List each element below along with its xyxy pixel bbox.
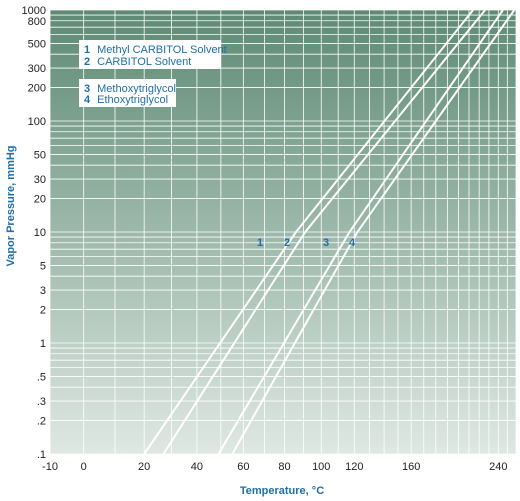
y-tick-label: .3	[37, 396, 46, 408]
x-tick-label: 80	[278, 461, 290, 473]
legend: 1 Methyl CARBITOL Solvent 2 CARBITOL Sol…	[79, 40, 227, 107]
x-tick-label: 120	[345, 461, 363, 473]
y-tick-label: 500	[28, 38, 46, 50]
legend-label-2: CARBITOL Solvent	[97, 56, 191, 68]
x-axis-title: Temperature, °C	[240, 485, 324, 497]
legend-num-1: 1	[84, 44, 90, 56]
curve-label-4: 4	[349, 237, 356, 249]
curve-label-3: 3	[323, 237, 329, 249]
legend-box-2	[79, 79, 176, 107]
legend-label-1: Methyl CARBITOL Solvent	[97, 44, 227, 56]
curve-label-1: 1	[257, 237, 263, 249]
x-tick-label: -10	[42, 461, 58, 473]
x-tick-labels: -10 0 20 40 60 80 100 120 160 240	[42, 461, 507, 473]
curves	[143, 10, 516, 454]
x-tick-label: 240	[489, 461, 507, 473]
series-line-1	[143, 10, 474, 454]
legend-num-2: 2	[84, 56, 90, 68]
y-tick-label: 300	[28, 63, 46, 75]
legend-entry-4: 4 Ethoxytriglycol	[84, 90, 168, 107]
x-tick-label: 100	[312, 461, 330, 473]
y-tick-label: .5	[37, 371, 46, 383]
legend-entry-1: 1 Methyl CARBITOL Solvent	[84, 40, 227, 57]
x-tick-label: 160	[402, 461, 420, 473]
y-tick-label: 5	[40, 260, 46, 272]
y-tick-label: 1	[40, 338, 46, 350]
y-tick-label: 2	[40, 305, 46, 317]
y-tick-label: 50	[34, 149, 46, 161]
series-line-4	[231, 10, 516, 454]
y-tick-label: .2	[37, 416, 46, 428]
legend-entry-3: 3 Methoxytriglycol	[84, 79, 176, 96]
legend-num-4: 4	[84, 94, 91, 106]
y-tick-label: 800	[28, 16, 46, 28]
x-tick-label: 40	[191, 461, 203, 473]
series-line-3	[217, 10, 504, 454]
series-line-2	[162, 10, 486, 454]
curve-label-2: 2	[284, 237, 290, 249]
y-tick-label: 1000	[22, 5, 46, 17]
x-tick-label: 20	[138, 461, 150, 473]
y-tick-label: 30	[34, 174, 46, 186]
y-tick-label: 200	[28, 83, 46, 95]
legend-box-1	[79, 40, 221, 69]
legend-label-4: Ethoxytriglycol	[97, 94, 168, 106]
y-tick-label: 10	[34, 227, 46, 239]
x-tick-label: 0	[81, 461, 87, 473]
legend-entry-2: 2 CARBITOL Solvent	[84, 52, 191, 69]
x-tick-label: 60	[237, 461, 249, 473]
y-tick-label: .1	[37, 449, 46, 461]
legend-label-3: Methoxytriglycol	[97, 83, 176, 95]
y-tick-label: 3	[40, 285, 46, 297]
y-tick-label: 20	[34, 194, 46, 206]
y-axis-title: Vapor Pressure, mmHg	[5, 145, 17, 266]
legend-num-3: 3	[84, 83, 90, 95]
y-tick-label: 100	[28, 116, 46, 128]
